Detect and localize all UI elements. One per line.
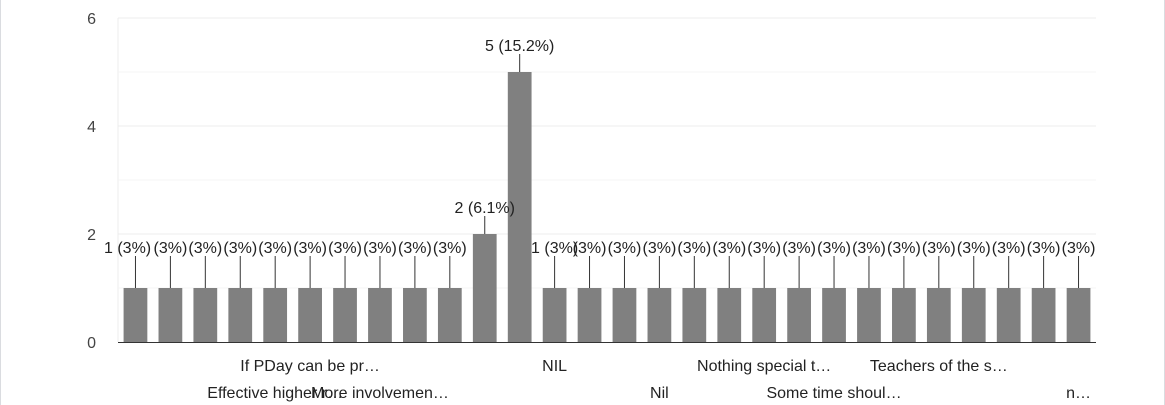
data-label: (3%)	[258, 240, 292, 257]
y-tick-label: 4	[87, 119, 96, 136]
bar	[822, 288, 846, 342]
data-label: (3%)	[1062, 240, 1096, 257]
bar	[158, 288, 183, 342]
bar	[437, 288, 462, 342]
data-label: (3%)	[747, 240, 781, 257]
y-tick-label: 6	[87, 11, 96, 28]
data-label: (3%)	[957, 240, 991, 257]
data-label: (3%)	[188, 240, 222, 257]
x-tick-label: If PDay can be pr…	[240, 358, 380, 375]
data-labels: 1 (3%) (3%) (3%) (3%) (3%) (3%) (3%) (3%) (3%) (3…	[104, 38, 1095, 288]
bar	[787, 288, 811, 342]
x-tick-label: Nil	[650, 385, 669, 402]
data-label: (3%)	[154, 240, 188, 257]
data-label: (3%)	[398, 240, 432, 257]
bar	[682, 288, 707, 342]
bar	[612, 288, 637, 342]
x-axis-ticks: Effective higher r… If PDay can be pr… Mor…	[207, 358, 1091, 402]
x-tick-label: n…	[1066, 385, 1091, 402]
data-label: (3%)	[712, 240, 746, 257]
bar	[752, 288, 777, 342]
bar	[368, 288, 392, 342]
data-label: (3%)	[573, 240, 607, 257]
bar	[892, 288, 916, 342]
x-tick-label: Some time shoul…	[766, 385, 901, 402]
x-tick-label: NIL	[542, 358, 567, 375]
bar	[926, 288, 951, 342]
bar	[717, 288, 742, 342]
data-label: (3%)	[992, 240, 1026, 257]
data-label: 5 (15.2%)	[485, 38, 554, 55]
data-label: (3%)	[608, 240, 642, 257]
data-label: (3%)	[887, 240, 921, 257]
bar	[228, 288, 253, 342]
x-tick-label: Nothing special t…	[697, 358, 831, 375]
data-label: (3%)	[1027, 240, 1061, 257]
data-label: 1 (3%)	[531, 240, 578, 257]
y-tick-label: 2	[87, 227, 96, 244]
bar	[263, 288, 288, 342]
bar	[577, 288, 602, 342]
bar	[298, 288, 322, 342]
data-label: (3%)	[223, 240, 257, 257]
bar	[542, 288, 567, 342]
bar	[857, 288, 881, 342]
x-tick-label: More involvemen…	[311, 385, 449, 402]
bar	[403, 288, 427, 342]
x-tick-label: Teachers of the s…	[870, 358, 1008, 375]
data-label: (3%)	[817, 240, 851, 257]
data-label: (3%)	[328, 240, 362, 257]
data-label: (3%)	[643, 240, 677, 257]
bar	[507, 72, 532, 342]
data-label: (3%)	[852, 240, 886, 257]
y-axis-ticks: 0 2 4 6	[87, 11, 96, 352]
data-label: (3%)	[293, 240, 327, 257]
data-label: (3%)	[433, 240, 467, 257]
bar	[961, 288, 986, 342]
data-label: (3%)	[782, 240, 816, 257]
bar	[123, 288, 148, 342]
data-label: 2 (6.1%)	[455, 200, 515, 217]
bar	[1031, 288, 1056, 342]
data-label: 1 (3%)	[104, 240, 151, 257]
bar	[193, 288, 218, 342]
y-tick-label: 0	[87, 335, 96, 352]
bar	[1066, 288, 1091, 342]
bar	[996, 288, 1021, 342]
bars	[123, 72, 1091, 342]
bar	[472, 234, 497, 342]
data-label: (3%)	[677, 240, 711, 257]
data-label: (3%)	[922, 240, 956, 257]
bar	[333, 288, 357, 342]
bar	[647, 288, 672, 342]
data-label: (3%)	[363, 240, 397, 257]
x-tick-label: Effective higher r…	[207, 385, 343, 402]
